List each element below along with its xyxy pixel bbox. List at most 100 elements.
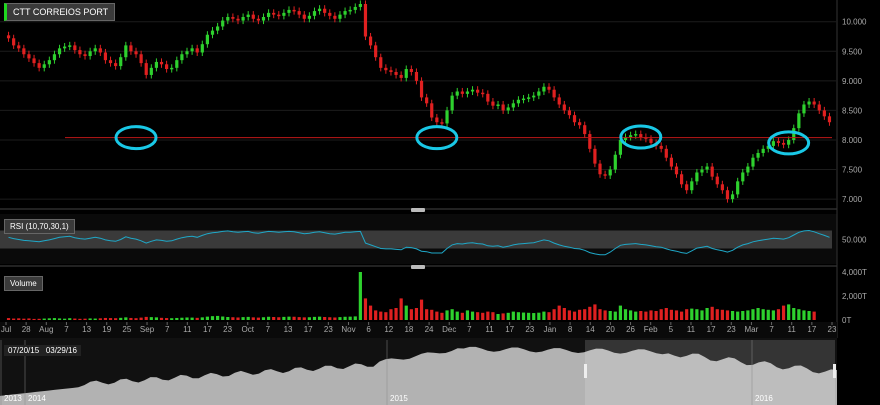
volume-bar [37, 318, 41, 320]
volume-bar [68, 318, 72, 320]
price-tick-label: 9.000 [842, 77, 863, 86]
candle-body [190, 48, 194, 52]
candle-body [598, 163, 602, 175]
candle-body [333, 15, 337, 19]
candle-body [409, 69, 413, 72]
x-tick-label: 11 [485, 325, 494, 334]
x-tick-label: Nov [341, 325, 355, 334]
volume-bar [302, 317, 306, 320]
volume-bar [761, 309, 765, 320]
navigator-handle[interactable] [584, 364, 587, 378]
volume-bar [129, 317, 133, 320]
x-tick-label: Aug [39, 325, 53, 334]
rsi-label: RSI (10,70,30,1) [4, 219, 75, 234]
volume-bar [251, 317, 255, 320]
candle-body [593, 148, 597, 164]
candle-body [256, 18, 260, 21]
candle-body [414, 71, 419, 81]
candle-body [618, 139, 623, 155]
volume-bar [323, 317, 327, 320]
price-tick-label: 10.000 [842, 18, 867, 27]
volume-bar [399, 298, 403, 320]
candle-body [659, 145, 663, 149]
volume-bar [781, 305, 786, 320]
candle-body [425, 97, 429, 104]
candle-body [17, 45, 21, 49]
volume-bar [501, 313, 505, 320]
candle-body [307, 15, 311, 19]
highlight-circle [114, 125, 158, 151]
candle-body [746, 166, 750, 173]
candle-body [297, 11, 301, 15]
volume-bar [435, 311, 439, 320]
candle-body [399, 74, 403, 78]
volume-bar [674, 310, 679, 320]
candle-body [292, 9, 296, 12]
candle-body [588, 134, 592, 149]
volume-bar [659, 309, 663, 320]
candle-body [358, 4, 362, 7]
volume-bar [165, 318, 169, 320]
candle-body [338, 14, 342, 19]
volume-bar [476, 312, 480, 320]
navigator-area [0, 346, 837, 405]
volume-bar [226, 317, 230, 320]
volume-bar [358, 272, 362, 320]
candle-body [781, 142, 786, 145]
navigator-year-label: 2014 [28, 394, 46, 403]
candle-body [88, 51, 92, 57]
candle-body [27, 54, 31, 59]
volume-bar [807, 311, 811, 320]
candle-body [210, 30, 215, 35]
volume-bar [22, 318, 26, 320]
candle-body [419, 80, 424, 98]
candle-body [272, 12, 276, 15]
volume-bar [363, 298, 368, 320]
volume-bar [139, 317, 143, 320]
candle-body [185, 51, 189, 55]
volume-bar [221, 316, 225, 320]
candle-body [649, 138, 653, 143]
volume-bar [690, 308, 694, 320]
volume-bar [328, 317, 332, 320]
volume-bar [506, 312, 510, 320]
volume-bar [486, 311, 490, 320]
volume-bar [93, 318, 97, 320]
candle-body [139, 54, 143, 64]
price-panel [0, 0, 837, 208]
candle-body [312, 11, 317, 16]
resize-handle[interactable] [411, 265, 425, 269]
volume-bar [802, 310, 806, 320]
volume-bar [180, 317, 184, 320]
x-tick-label: Mar [745, 325, 759, 334]
volume-bar [170, 318, 174, 320]
volume-bar [108, 318, 113, 320]
x-tick-label: 23 [727, 325, 736, 334]
x-tick-label: 20 [606, 325, 615, 334]
candle-body [578, 122, 582, 126]
volume-bar [644, 311, 648, 320]
volume-bar [419, 299, 424, 320]
candle-body [343, 11, 347, 15]
volume-bar [185, 317, 189, 320]
rsi-line [8, 229, 830, 256]
resize-handle[interactable] [411, 208, 425, 212]
candle-body [827, 116, 832, 123]
volume-bar [159, 317, 164, 320]
candle-body [496, 104, 500, 106]
x-tick-label: 19 [102, 325, 111, 334]
candle-body [506, 107, 510, 111]
candle-body [108, 60, 113, 64]
highlight-circle [415, 125, 459, 151]
navigator-handle[interactable] [833, 364, 836, 378]
volume-bar [297, 317, 301, 320]
candle-body [277, 14, 281, 17]
candle-body [93, 48, 97, 52]
volume-bar [771, 310, 775, 320]
volume-bar [144, 316, 148, 320]
candle-body [144, 63, 148, 75]
candle-body [802, 104, 806, 114]
volume-bar [547, 312, 551, 320]
candle-body [231, 17, 235, 19]
candle-body [323, 8, 327, 13]
